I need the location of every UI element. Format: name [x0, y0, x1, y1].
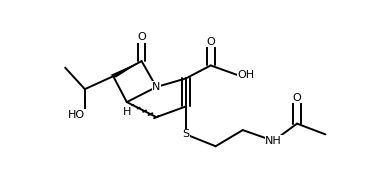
Text: O: O	[206, 37, 215, 47]
Text: OH: OH	[238, 70, 255, 80]
Text: NH: NH	[265, 136, 282, 146]
Text: H: H	[123, 107, 131, 117]
Text: S: S	[182, 129, 190, 139]
Text: O: O	[293, 93, 301, 103]
Text: N: N	[152, 82, 161, 92]
Text: O: O	[137, 32, 146, 43]
Polygon shape	[110, 61, 142, 77]
Text: HO: HO	[68, 110, 85, 120]
